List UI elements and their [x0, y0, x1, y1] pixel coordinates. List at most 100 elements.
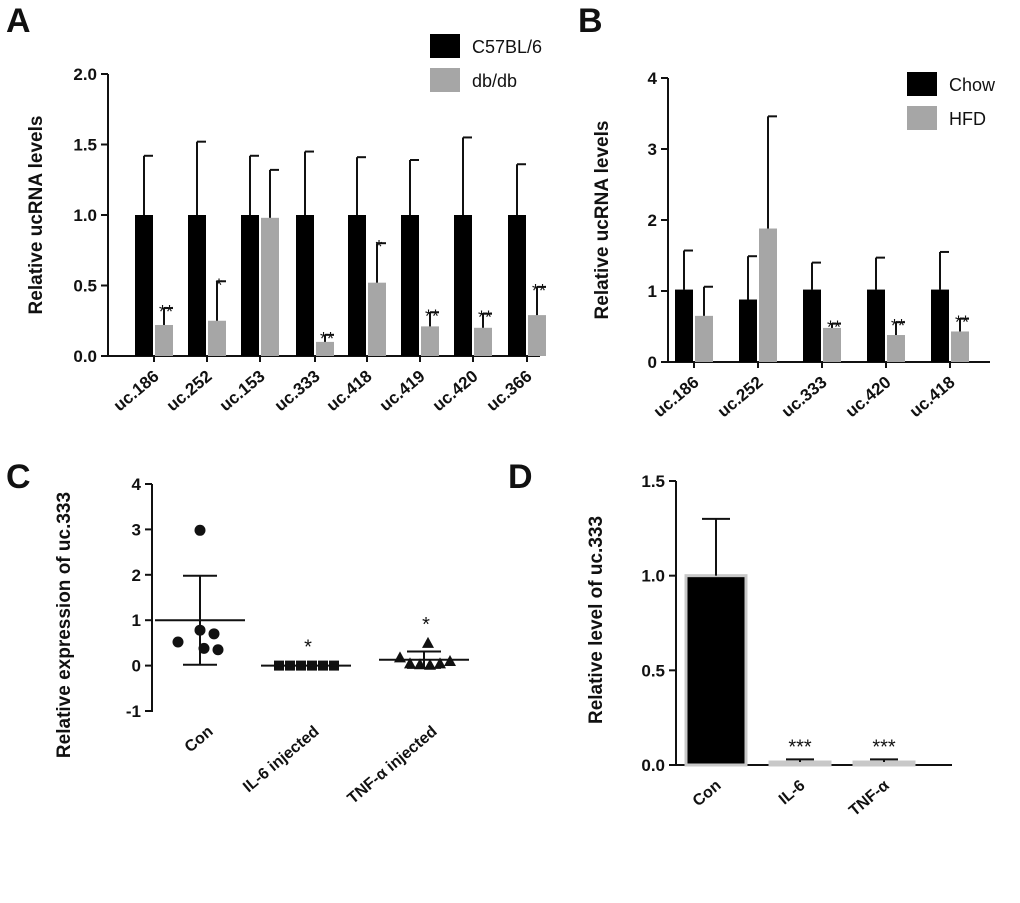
significance-mark-C: *: [422, 614, 430, 636]
significance-mark-C: *: [304, 637, 312, 659]
legend-swatch-B: [907, 72, 937, 96]
x-tick-label-D: TNF-α: [846, 777, 892, 820]
legend-swatch-B: [907, 106, 937, 130]
legend-label-A: db/db: [472, 71, 517, 91]
y-tick-label-B: 4: [648, 69, 658, 88]
bar-A-treated: [528, 315, 546, 356]
y-tick-label-B: 3: [648, 140, 657, 159]
y-tick-label-C: 3: [132, 520, 141, 539]
panel-letter-b: B: [578, 2, 603, 40]
bar-B-treated: [823, 327, 841, 362]
y-axis-title-C: Relative expression of uc.333: [54, 492, 75, 758]
bar-A-control: [348, 215, 366, 356]
data-point-circle: [212, 644, 224, 656]
x-tick-label-A: uc.366: [483, 367, 536, 416]
x-tick-label-B: uc.333: [778, 373, 831, 422]
x-tick-label-A: uc.252: [163, 367, 216, 416]
x-tick-label-B: uc.418: [906, 373, 959, 422]
y-tick-label-B: 2: [648, 211, 657, 230]
data-point-circle: [172, 636, 184, 648]
legend-label-B: Chow: [949, 75, 996, 95]
significance-mark-D: ***: [788, 736, 812, 758]
y-tick-label-A: 2.0: [73, 65, 97, 84]
bar-A-treated: [261, 217, 279, 356]
x-tick-label-D: Con: [690, 777, 725, 810]
x-tick-label-D: IL-6: [776, 777, 809, 808]
bar-B-treated: [759, 228, 777, 362]
x-tick-label-C: IL-6 injected: [240, 723, 322, 796]
y-tick-label-A: 0.0: [73, 347, 97, 366]
bar-A-treated: [155, 324, 173, 356]
y-tick-label-D: 0.5: [641, 661, 665, 680]
bar-A-treated: [316, 341, 334, 356]
data-point-triangle: [394, 651, 406, 663]
x-tick-label-A: uc.333: [271, 367, 324, 416]
bar-A-control: [401, 215, 419, 356]
y-tick-label-D: 1.0: [641, 567, 665, 586]
bar-B-treated: [887, 335, 905, 362]
y-tick-label-B: 0: [648, 353, 657, 372]
bar-A-treated: [474, 327, 492, 356]
bar-A-control: [454, 215, 472, 356]
y-tick-label-A: 0.5: [73, 277, 97, 296]
y-tick-label-D: 1.5: [641, 472, 665, 491]
x-tick-label-A: uc.420: [429, 367, 482, 416]
panel-letter-a: A: [6, 2, 31, 40]
significance-mark-A: **: [159, 302, 173, 322]
bar-A-control: [135, 215, 153, 356]
bar-A-treated: [368, 282, 386, 356]
x-tick-label-C: Con: [182, 723, 217, 756]
x-tick-label-B: uc.420: [842, 373, 895, 422]
significance-mark-A: *: [215, 275, 222, 295]
x-tick-label-A: uc.153: [216, 367, 269, 416]
significance-mark-A: **: [425, 306, 439, 326]
legend-swatch-A: [430, 34, 460, 58]
y-tick-label-B: 1: [648, 282, 657, 301]
y-tick-label-C: 4: [132, 475, 142, 494]
y-tick-label-C: 2: [132, 566, 141, 585]
significance-mark-A: **: [478, 308, 492, 328]
significance-mark-D: ***: [872, 736, 896, 758]
bar-D: [684, 574, 748, 767]
x-tick-label-A: uc.418: [323, 367, 376, 416]
bar-A-control: [188, 215, 206, 356]
data-point-triangle: [422, 636, 434, 648]
x-tick-label-C: TNF-α injected: [344, 723, 440, 807]
data-point-circle: [208, 628, 220, 640]
y-axis-title-D: Relative level of uc.333: [586, 516, 607, 724]
significance-mark-A: *: [375, 237, 382, 257]
significance-mark-B: **: [891, 316, 905, 336]
bar-B-control: [739, 299, 757, 362]
panel-letter-c: C: [6, 458, 31, 496]
bar-A-treated: [208, 320, 226, 356]
data-point-triangle: [404, 657, 416, 669]
panel-letter-d: D: [508, 458, 533, 496]
x-tick-label-B: uc.186: [650, 373, 703, 422]
bar-B-control: [803, 289, 821, 362]
bar-A-control: [241, 215, 259, 356]
significance-mark-A: **: [532, 281, 546, 301]
y-axis-title-B: Relative ucRNA levels: [592, 121, 613, 320]
bar-B-control: [867, 289, 885, 362]
legend-label-B: HFD: [949, 109, 986, 129]
bar-A-control: [508, 215, 526, 356]
significance-mark-B: **: [827, 318, 841, 338]
bar-D: [852, 760, 916, 767]
y-tick-label-C: 0: [132, 657, 141, 676]
y-tick-label-D: 0.0: [641, 756, 665, 775]
bar-A-control: [296, 215, 314, 356]
y-tick-label-C: 1: [132, 611, 141, 630]
bar-B-control: [931, 289, 949, 362]
bar-D: [768, 760, 832, 767]
bar-A-treated: [421, 326, 439, 356]
bar-B-treated: [951, 331, 969, 362]
bar-B-control: [675, 289, 693, 362]
y-tick-label-A: 1.5: [73, 136, 97, 155]
significance-mark-A: **: [320, 329, 334, 349]
y-tick-label-C: -1: [126, 702, 141, 721]
legend-swatch-A: [430, 68, 460, 92]
data-point-triangle: [434, 657, 446, 669]
x-tick-label-B: uc.252: [714, 373, 767, 422]
x-tick-label-A: uc.419: [376, 367, 429, 416]
